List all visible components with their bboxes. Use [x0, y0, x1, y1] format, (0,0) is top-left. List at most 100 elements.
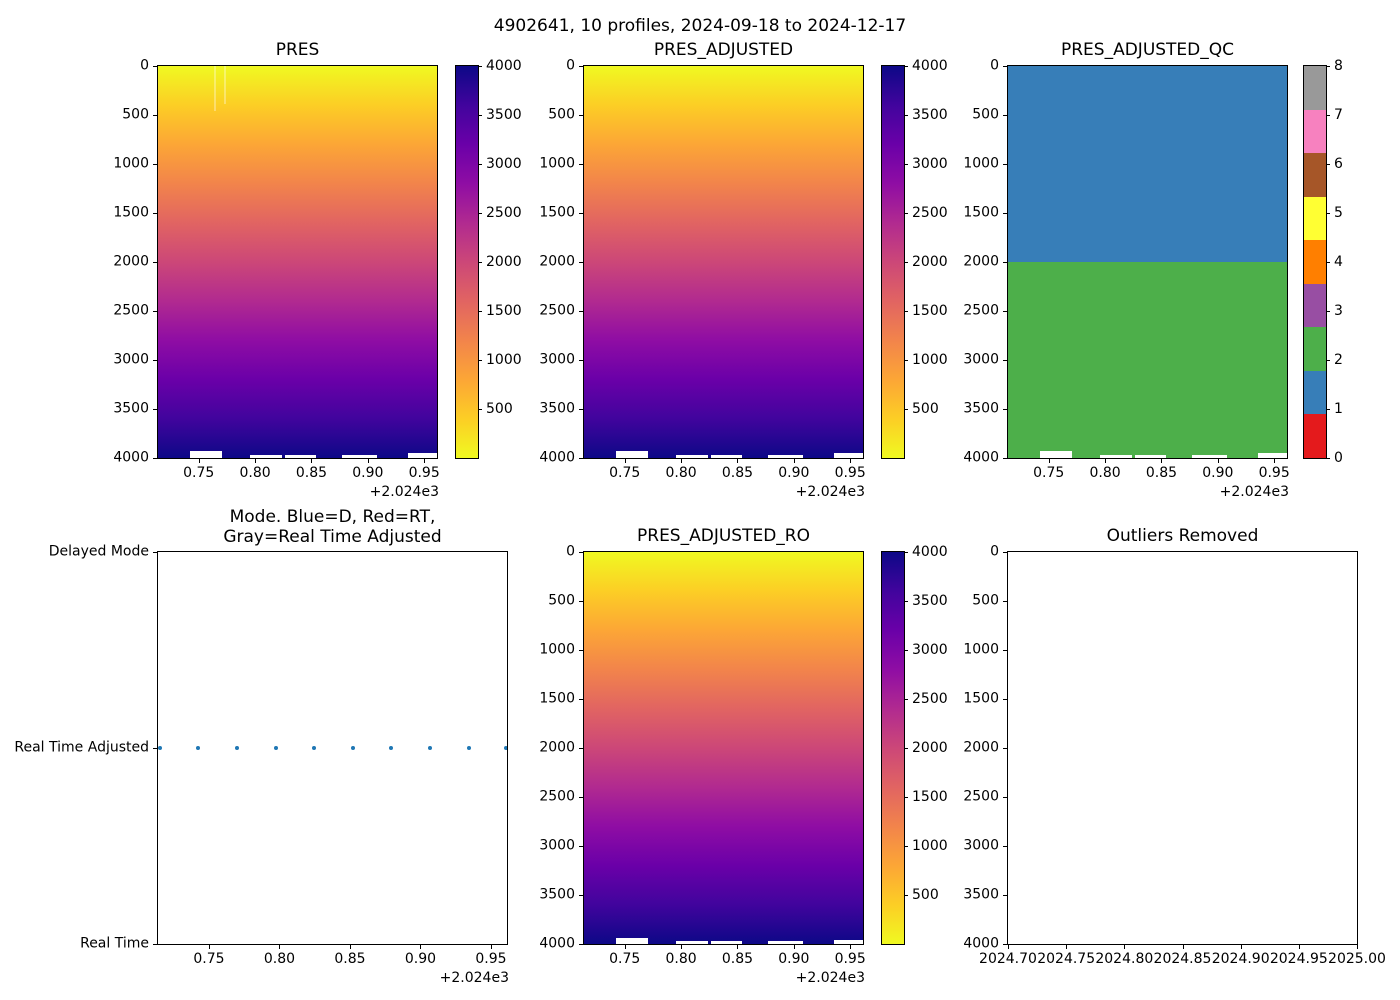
colorbar-pres-adjusted: 4000 3500 3000 2500 2000 1500 1000 500: [881, 58, 948, 459]
colorbar-tick-label: 3000: [912, 642, 948, 658]
y-tick-mark: [1003, 895, 1008, 896]
y-tick-mark: [153, 66, 158, 67]
x-tick-label: 0.75: [609, 465, 641, 481]
colorbar-tick-label: 3000: [912, 156, 948, 172]
colorbar-tick-label: 0: [1334, 450, 1343, 466]
x-tick-label: 0.90: [1202, 465, 1234, 481]
x-tick-label: 0.95: [475, 951, 507, 967]
y-tick-mark: [579, 115, 584, 116]
y-tick-label: 3500: [113, 400, 149, 417]
y-tick-mark: [153, 552, 158, 553]
y-tick-mark: [579, 699, 584, 700]
y-tick-label: 2500: [539, 302, 575, 319]
colorbar-pres: 4000 3500 3000 2500 2000 1500 1000 500: [455, 58, 522, 459]
y-tick-label: 2000: [539, 253, 575, 270]
missing-data-notch: [768, 941, 803, 944]
y-tick-mark: [1003, 66, 1008, 67]
x-tick-mark: [1105, 458, 1107, 463]
colorbar-tick-label: 1: [1334, 401, 1343, 417]
x-tick-mark: [681, 944, 683, 949]
plot-area: [1008, 66, 1287, 458]
colorbar-tick-label: 3500: [486, 107, 522, 123]
y-tick-mark: [1003, 213, 1008, 214]
x-tick-label: 0.75: [609, 951, 641, 967]
colorbar-tick-label: 2000: [486, 254, 522, 270]
y-tick-label: Delayed Mode: [48, 543, 149, 560]
colorbar-tick-mark: [1326, 409, 1330, 410]
x-tick-mark: [1124, 944, 1126, 949]
qc-region-flag-1: [1008, 66, 1287, 262]
y-tick-mark: [153, 944, 158, 945]
y-tick-mark: [153, 262, 158, 263]
colorbar-tick-label: 1500: [912, 789, 948, 805]
x-tick-mark: [198, 458, 200, 463]
colorbar-segment: [1304, 109, 1326, 154]
missing-data-notch: [1100, 455, 1133, 458]
x-axis-offset-label: +2.024e3: [795, 970, 865, 986]
x-tick-mark: [1008, 944, 1009, 949]
y-tick-label: 2500: [963, 788, 999, 805]
x-tick-mark: [1066, 944, 1068, 949]
y-tick-label: 4000: [963, 449, 999, 466]
y-tick-mark: [579, 944, 584, 945]
missing-data-notch: [284, 455, 316, 458]
y-tick-label: 1000: [539, 155, 575, 172]
y-tick-mark: [153, 409, 158, 410]
y-tick-mark: [579, 213, 584, 214]
x-tick-mark: [255, 458, 257, 463]
colorbar-tick-label: 4: [1334, 254, 1343, 270]
x-tick-mark: [737, 944, 739, 949]
y-tick-mark: [153, 213, 158, 214]
y-tick-label: 0: [566, 57, 575, 74]
colorbar-tick-label: 4000: [912, 58, 948, 74]
x-tick-mark: [367, 458, 369, 463]
x-tick-label: 0.80: [665, 465, 697, 481]
x-axis-offset-label: +2.024e3: [795, 484, 865, 500]
y-tick-mark: [153, 360, 158, 361]
colorbar-pres-adjusted-ro: 4000 3500 3000 2500 2000 1500 1000 500: [881, 544, 948, 945]
axes-title: PRES: [275, 40, 320, 60]
colorbar-tick-label: 1000: [486, 352, 522, 368]
colorbar-tick-mark: [904, 213, 908, 214]
x-tick-label: 2025.00: [1328, 951, 1386, 967]
colorbar-tick-label: 1500: [912, 303, 948, 319]
y-tick-mark: [579, 797, 584, 798]
colorbar-segment: [1304, 370, 1326, 415]
colorbar-tick-label: 7: [1334, 107, 1343, 123]
y-tick-mark: [153, 115, 158, 116]
missing-data-notch: [342, 455, 377, 458]
x-axis-offset-label: +2.024e3: [1219, 484, 1289, 500]
colorbar-tick-label: 3000: [486, 156, 522, 172]
colorbar-tick-mark: [904, 552, 908, 553]
y-tick-label: 2000: [963, 253, 999, 270]
missing-data-notch: [768, 455, 803, 458]
x-tick-mark: [1217, 458, 1219, 463]
colorbar-tick-mark: [478, 311, 482, 312]
colorbar-tick-label: 2000: [912, 740, 948, 756]
colorbar-tick-mark: [478, 262, 482, 263]
y-tick-label: 1500: [113, 204, 149, 221]
x-tick-label: 0.90: [404, 951, 437, 967]
x-tick-mark: [681, 458, 683, 463]
y-tick-mark: [1003, 262, 1008, 263]
y-tick-mark: [1003, 409, 1008, 410]
y-tick-label: 3500: [539, 886, 575, 903]
axes-pres: PRES 0 500 1000 1500 2000 2500 3000 3500 4000 0.75…: [113, 40, 439, 500]
colorbar-tick-label: 2000: [912, 254, 948, 270]
axes-outliers-removed: Outliers Removed 0 500 1000 1500 2000 2500 3000…: [963, 526, 1386, 967]
colorbar-tick-mark: [904, 699, 908, 700]
missing-data-notch: [190, 451, 223, 458]
missing-data-notch: [1192, 455, 1227, 458]
y-tick-mark: [153, 164, 158, 165]
x-tick-mark: [624, 458, 626, 463]
missing-data-notch: [616, 938, 649, 944]
missing-data-notch: [1257, 453, 1287, 458]
y-tick-label: 4000: [963, 935, 999, 952]
y-tick-mark: [579, 552, 584, 553]
y-tick-label: Real Time: [80, 935, 149, 952]
colorbar-tick-label: 4000: [912, 544, 948, 560]
x-tick-label: 0.95: [1258, 465, 1290, 481]
y-tick-mark: [579, 846, 584, 847]
x-tick-mark: [737, 458, 739, 463]
